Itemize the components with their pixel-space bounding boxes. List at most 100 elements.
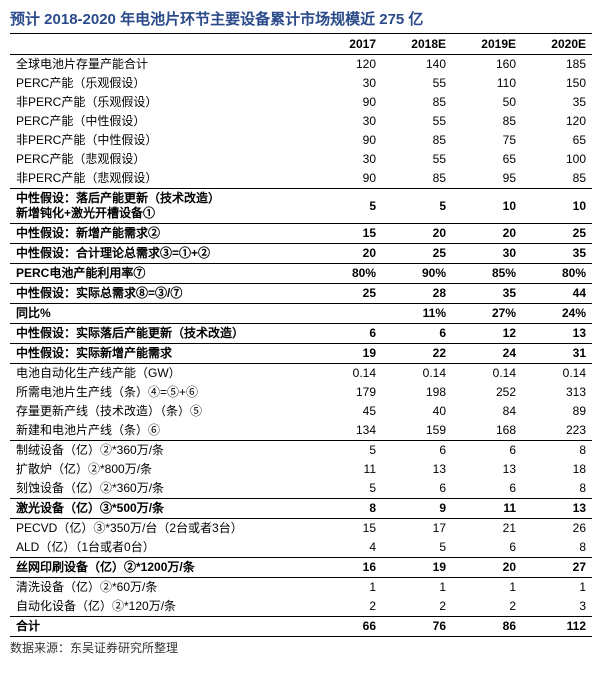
cell-value: 65 (452, 150, 522, 169)
row-label: 清洗设备（亿）②*60万/条 (10, 578, 312, 598)
cell-value: 1 (452, 578, 522, 598)
cell-value: 22 (382, 344, 452, 364)
table-row: 同比%11%27%24% (10, 304, 592, 324)
cell-value: 8 (522, 538, 592, 558)
cell-value: 6 (452, 479, 522, 499)
table-row: 刻蚀设备（亿）②*360万/条5668 (10, 479, 592, 499)
table-row: PERC产能（中性假设）305585120 (10, 112, 592, 131)
row-label: 激光设备（亿）③*500万/条 (10, 499, 312, 519)
cell-value: 13 (522, 324, 592, 344)
cell-value: 6 (452, 538, 522, 558)
cell-value: 30 (312, 150, 382, 169)
cell-value: 12 (452, 324, 522, 344)
row-label: 自动化设备（亿）②*120万/条 (10, 597, 312, 617)
table-row: 中性假设：新增产能需求②15202025 (10, 224, 592, 244)
cell-value: 15 (312, 519, 382, 539)
row-label: 非PERC产能（悲观假设） (10, 169, 312, 189)
cell-value: 11 (312, 460, 382, 479)
col-header-2017: 2017 (312, 34, 382, 55)
row-label: 全球电池片存量产能合计 (10, 55, 312, 75)
cell-value: 10 (522, 189, 592, 224)
cell-value: 85 (382, 169, 452, 189)
cell-value: 55 (382, 74, 452, 93)
table-row: 制绒设备（亿）②*360万/条5668 (10, 441, 592, 461)
cell-value: 150 (522, 74, 592, 93)
cell-value: 55 (382, 112, 452, 131)
cell-value: 20 (312, 244, 382, 264)
row-label: 中性假设：新增产能需求② (10, 224, 312, 244)
cell-value: 1 (382, 578, 452, 598)
cell-value: 0.14 (312, 364, 382, 384)
cell-value: 6 (312, 324, 382, 344)
total-value: 112 (522, 617, 592, 637)
total-label: 合计 (10, 617, 312, 637)
cell-value: 6 (382, 324, 452, 344)
cell-value: 20 (382, 224, 452, 244)
header-row: 2017 2018E 2019E 2020E (10, 34, 592, 55)
cell-value: 85 (382, 93, 452, 112)
cell-value: 185 (522, 55, 592, 75)
cell-value: 27 (522, 558, 592, 578)
cell-value: 1 (522, 578, 592, 598)
cell-value: 44 (522, 284, 592, 304)
row-label: 刻蚀设备（亿）②*360万/条 (10, 479, 312, 499)
table-row: 自动化设备（亿）②*120万/条2223 (10, 597, 592, 617)
cell-value: 160 (452, 55, 522, 75)
row-label: PERC产能（中性假设） (10, 112, 312, 131)
cell-value: 11 (452, 499, 522, 519)
cell-value: 20 (452, 224, 522, 244)
cell-value: 8 (522, 441, 592, 461)
cell-value: 4 (312, 538, 382, 558)
cell-value: 11% (382, 304, 452, 324)
cell-value: 13 (522, 499, 592, 519)
cell-value: 179 (312, 383, 382, 402)
row-label: 中性假设：合计理论总需求③=①+② (10, 244, 312, 264)
cell-value: 2 (312, 597, 382, 617)
cell-value: 15 (312, 224, 382, 244)
cell-value: 31 (522, 344, 592, 364)
table-row: 丝网印刷设备（亿）②*1200万/条16192027 (10, 558, 592, 578)
table-row: 中性假设：落后产能更新（技术改造） 新增钝化+激光开槽设备①551010 (10, 189, 592, 224)
cell-value: 65 (522, 131, 592, 150)
cell-value: 252 (452, 383, 522, 402)
row-label: ALD（亿）（1台或者0台） (10, 538, 312, 558)
cell-value: 25 (312, 284, 382, 304)
cell-value: 8 (522, 479, 592, 499)
cell-value: 1 (312, 578, 382, 598)
cell-value: 85% (452, 264, 522, 284)
cell-value: 9 (382, 499, 452, 519)
cell-value: 13 (452, 460, 522, 479)
cell-value: 84 (452, 402, 522, 421)
cell-value: 110 (452, 74, 522, 93)
cell-value: 90 (312, 93, 382, 112)
table-title: 预计 2018-2020 年电池片环节主要设备累计市场规模近 275 亿 (10, 6, 592, 33)
cell-value: 13 (382, 460, 452, 479)
cell-value: 16 (312, 558, 382, 578)
row-label: 中性假设：实际落后产能更新（技术改造） (10, 324, 312, 344)
table-row: ALD（亿）（1台或者0台）4568 (10, 538, 592, 558)
table-row: 全球电池片存量产能合计120140160185 (10, 55, 592, 75)
row-label: 非PERC产能（乐观假设） (10, 93, 312, 112)
cell-value: 24 (452, 344, 522, 364)
col-header-2019e: 2019E (452, 34, 522, 55)
total-value: 66 (312, 617, 382, 637)
cell-value: 50 (452, 93, 522, 112)
cell-value: 35 (522, 93, 592, 112)
cell-value: 19 (312, 344, 382, 364)
cell-value: 40 (382, 402, 452, 421)
cell-value (312, 304, 382, 324)
cell-value: 27% (452, 304, 522, 324)
table-row: 扩散炉（亿）②*800万/条11131318 (10, 460, 592, 479)
cell-value: 120 (522, 112, 592, 131)
total-value: 86 (452, 617, 522, 637)
cell-value: 30 (312, 74, 382, 93)
cell-value: 85 (452, 112, 522, 131)
cell-value: 5 (312, 189, 382, 224)
cell-value: 30 (312, 112, 382, 131)
cell-value: 5 (312, 479, 382, 499)
cell-value: 223 (522, 421, 592, 441)
row-label: 制绒设备（亿）②*360万/条 (10, 441, 312, 461)
cell-value: 198 (382, 383, 452, 402)
cell-value: 5 (382, 538, 452, 558)
cell-value: 5 (382, 189, 452, 224)
